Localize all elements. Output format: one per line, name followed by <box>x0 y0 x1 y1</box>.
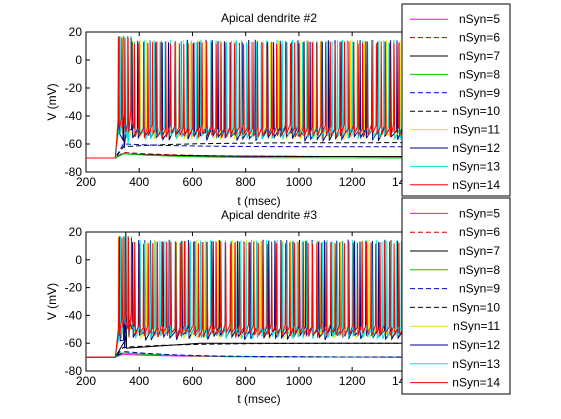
series-line-nsyn-7 <box>86 153 432 159</box>
x-tick-label: 400 <box>129 175 149 189</box>
legend-label: nSyn=13 <box>452 357 500 371</box>
series-line-nsyn-9 <box>86 350 432 358</box>
legend-label: nSyn=7 <box>459 49 500 63</box>
legend-label: nSyn=9 <box>459 282 500 296</box>
y-tick-label: -40 <box>65 109 83 123</box>
legend-label: nSyn=10 <box>452 104 500 118</box>
series-group <box>86 232 432 358</box>
series-line-nsyn-13 <box>86 236 432 358</box>
legend-label: nSyn=5 <box>459 12 500 26</box>
series-line-nsyn-10 <box>86 342 432 358</box>
legend-label: nSyn=9 <box>459 86 500 100</box>
x-tick-label: 200 <box>76 175 96 189</box>
series-group <box>86 36 432 159</box>
y-tick-label: -60 <box>65 137 83 151</box>
chart-panel-2: 200400600800100012001400-80-60-40-20020A… <box>45 197 511 406</box>
x-tick-label: 600 <box>182 175 202 189</box>
legend-label: nSyn=10 <box>452 300 500 314</box>
y-tick-label: 0 <box>75 53 82 67</box>
legend-label: nSyn=7 <box>459 244 500 258</box>
legend: nSyn=5 nSyn=6 nSyn=7 nSyn=8 nSyn=9 nSyn=10 nSy… <box>401 197 511 395</box>
series-line-nsyn-14 <box>86 237 432 358</box>
y-tick-label: -80 <box>65 364 83 378</box>
y-tick-label: -20 <box>65 81 83 95</box>
legend-label: nSyn=12 <box>452 338 500 352</box>
legend-box <box>401 197 511 395</box>
x-tick-label: 1000 <box>286 374 313 388</box>
y-tick-label: -60 <box>65 336 83 350</box>
x-tick-label: 800 <box>236 374 256 388</box>
x-axis-label: t (msec) <box>237 194 280 208</box>
legend-label: nSyn=12 <box>452 141 500 155</box>
y-tick-label: 20 <box>69 25 83 39</box>
series-line-nsyn-11 <box>86 36 432 159</box>
y-tick-label: 0 <box>75 253 82 267</box>
legend-label: nSyn=11 <box>453 319 500 333</box>
chart-title: Apical dendrite #2 <box>221 11 317 25</box>
y-tick-label: -20 <box>65 281 83 295</box>
x-tick-label: 600 <box>182 374 202 388</box>
y-tick-label: -40 <box>65 308 83 322</box>
legend-label: nSyn=6 <box>459 225 500 239</box>
legend-box <box>401 3 511 197</box>
series-line-nsyn-9 <box>86 143 432 159</box>
legend-label: nSyn=5 <box>459 206 500 220</box>
legend-label: nSyn=6 <box>459 31 500 45</box>
x-tick-label: 1000 <box>286 175 313 189</box>
series-line-nsyn-8 <box>86 153 432 159</box>
y-axis-label: V (mV) <box>45 83 59 120</box>
legend-label: nSyn=11 <box>453 123 500 137</box>
legend-label: nSyn=8 <box>459 67 500 81</box>
chart-title: Apical dendrite #3 <box>221 208 317 222</box>
x-tick-label: 400 <box>129 374 149 388</box>
x-tick-label: 1200 <box>339 374 366 388</box>
legend: nSyn=5 nSyn=6 nSyn=7 nSyn=8 nSyn=9 nSyn=10 nSy… <box>401 3 511 197</box>
series-line-nsyn-10 <box>86 142 432 159</box>
y-tick-label: -80 <box>65 165 83 179</box>
legend-label: nSyn=8 <box>459 263 500 277</box>
x-tick-label: 1200 <box>339 175 366 189</box>
legend-label: nSyn=14 <box>452 376 500 390</box>
y-axis-label: V (mV) <box>45 283 59 320</box>
x-tick-label: 800 <box>236 175 256 189</box>
series-line-nsyn-14 <box>86 37 432 159</box>
chart-panel-1: 200400600800100012001400-80-60-40-20020A… <box>45 3 511 208</box>
legend-label: nSyn=13 <box>452 159 500 173</box>
x-tick-label: 200 <box>76 374 96 388</box>
legend-label: nSyn=14 <box>452 178 500 192</box>
y-tick-label: 20 <box>69 225 83 239</box>
x-axis-label: t (msec) <box>237 392 280 406</box>
